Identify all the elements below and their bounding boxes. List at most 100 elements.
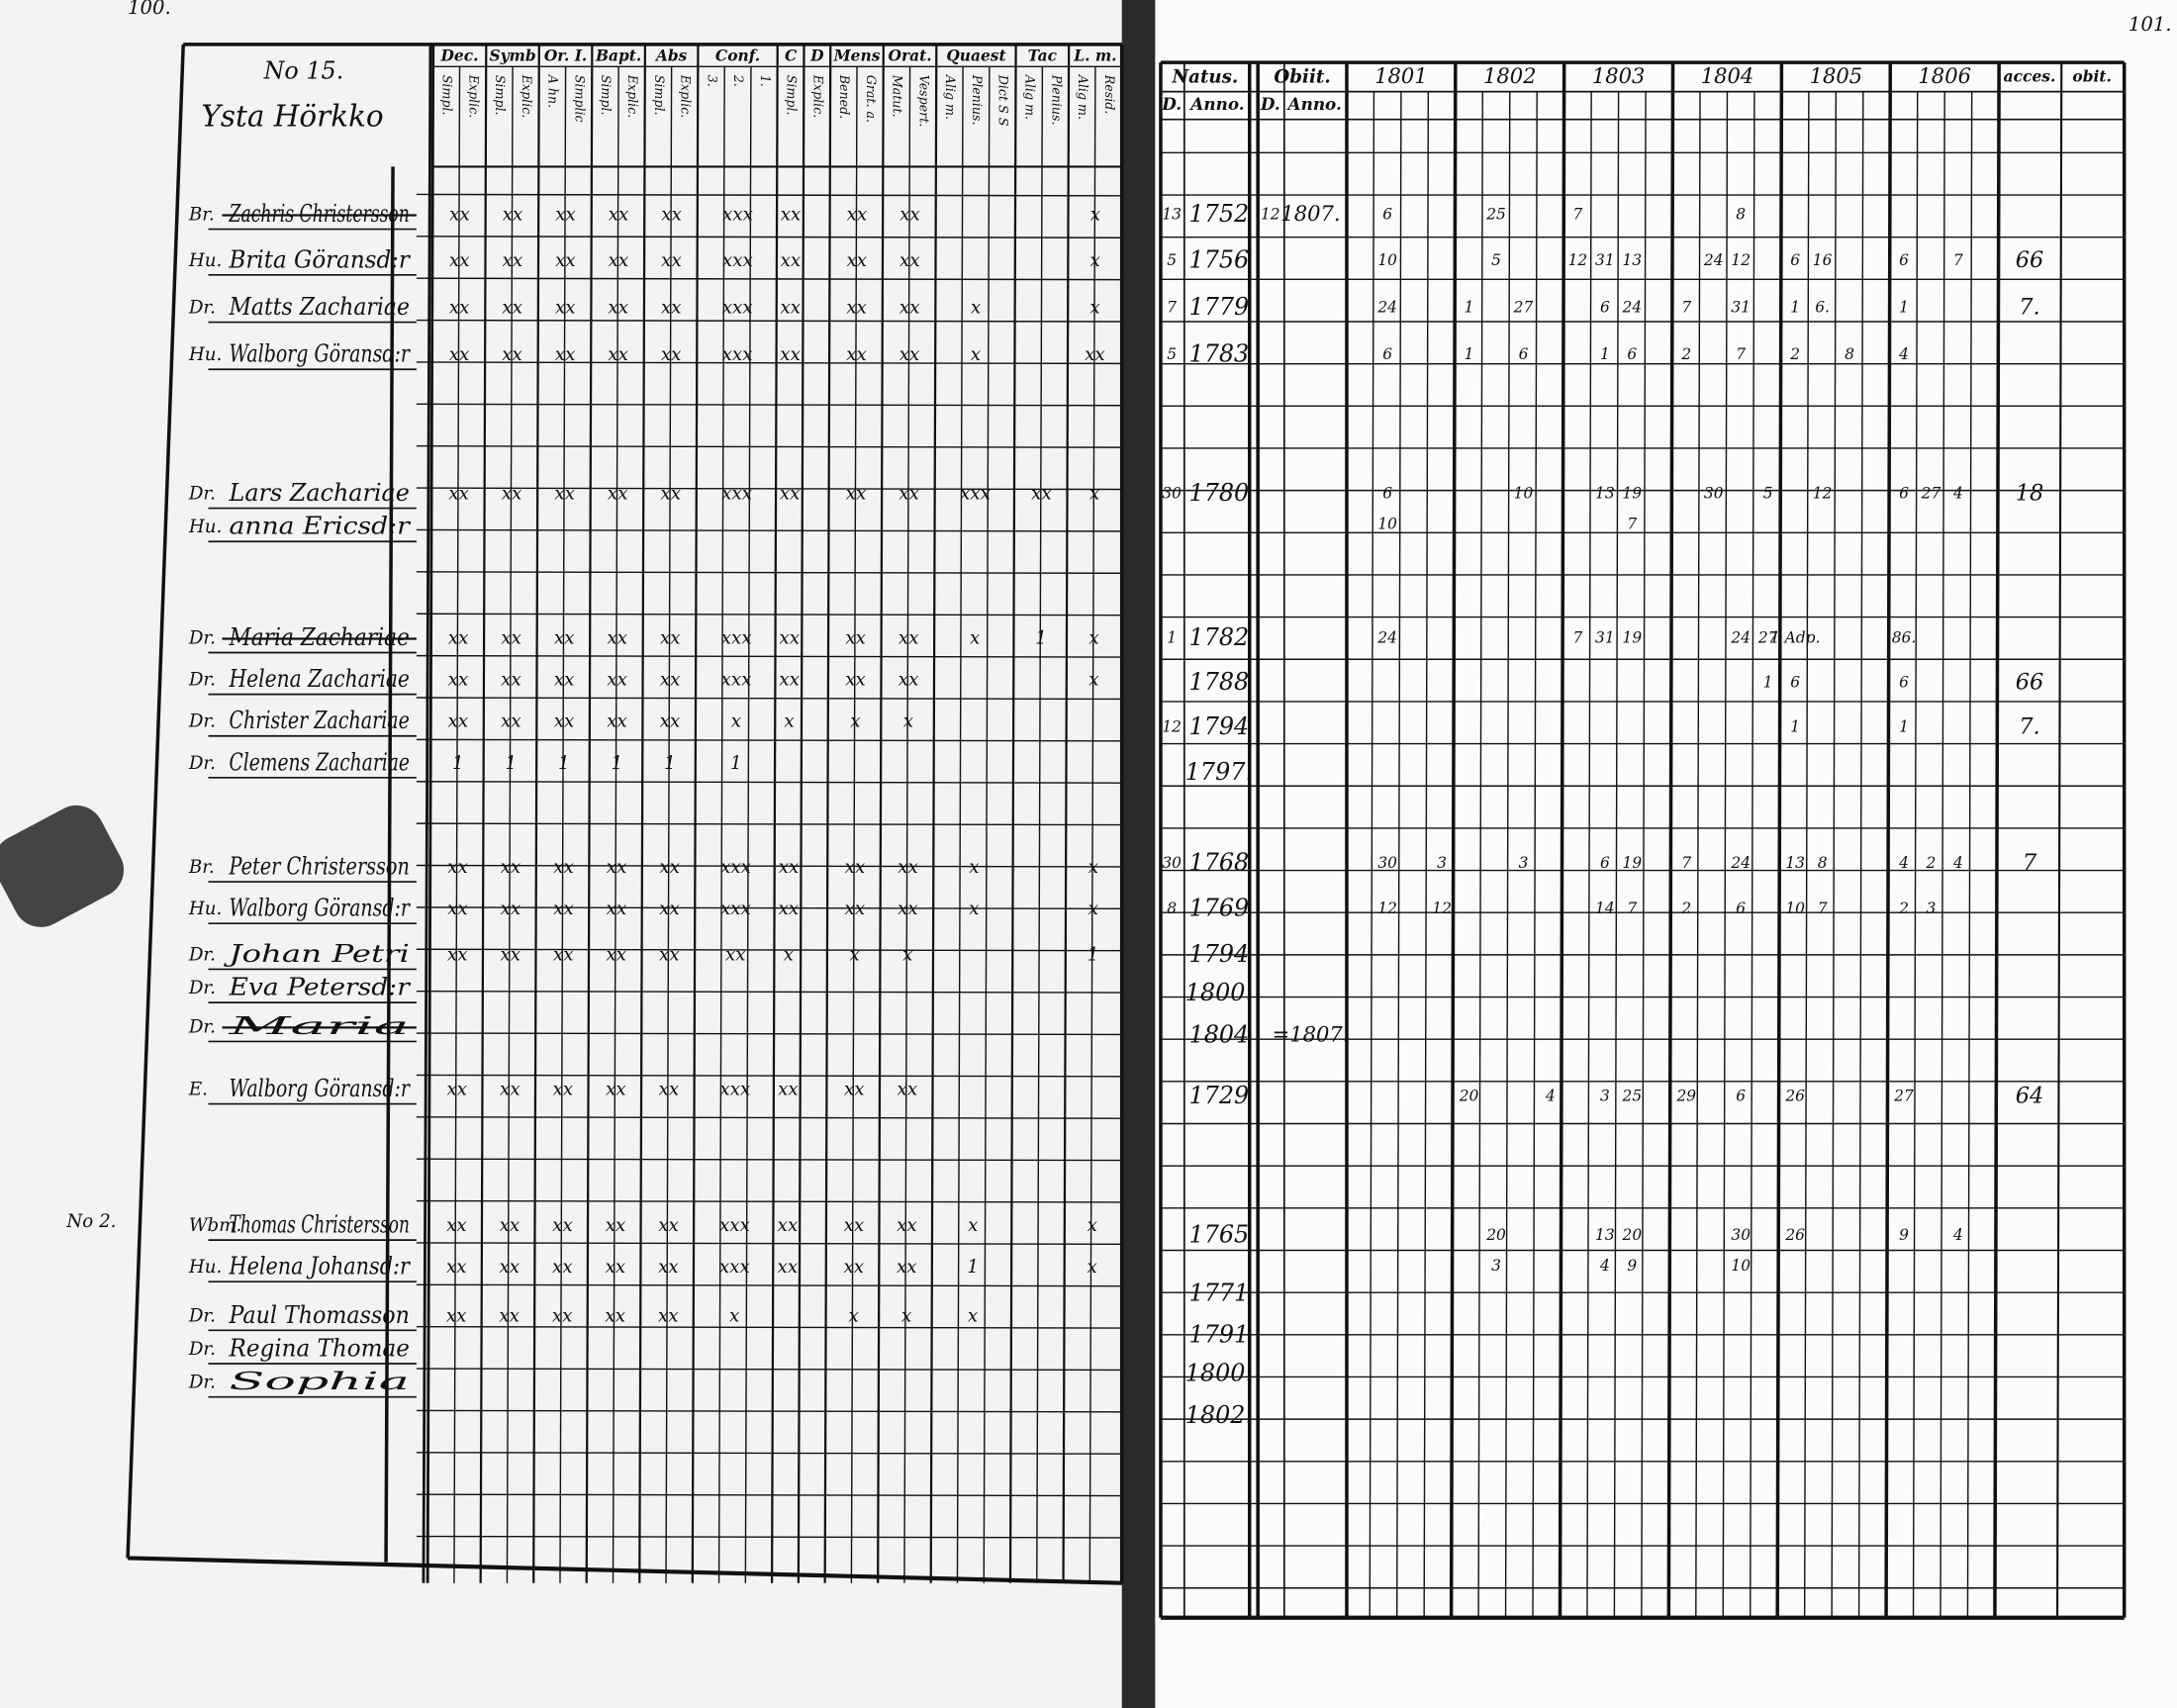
catechism-mark: xx <box>447 944 468 965</box>
column-group-header: Conf. <box>715 47 760 65</box>
catechism-mark: x <box>901 1305 912 1326</box>
catechism-mark: xx <box>553 1080 574 1100</box>
person-title: Wbm. <box>189 1215 242 1236</box>
rule <box>426 44 435 1583</box>
catechism-mark: xx <box>661 344 682 365</box>
exam-entry: 7. <box>2019 295 2039 321</box>
exam-entry: 19 <box>1623 854 1643 872</box>
column-group-header: Dec. <box>440 47 479 65</box>
column-group-header: Quaest <box>946 47 1005 65</box>
exam-entry: 1 <box>1465 345 1474 363</box>
page-number: 101. <box>2129 13 2172 36</box>
rule <box>453 66 461 1583</box>
catechism-mark: xx <box>844 1080 865 1100</box>
catechism-mark: xx <box>725 944 746 965</box>
catechism-mark: xx <box>778 1257 799 1278</box>
year-header: 1806 <box>1918 63 1971 88</box>
household-number: No 15. <box>263 56 344 84</box>
catechism-mark: xx <box>779 899 800 919</box>
column-header: Alig m. <box>943 74 958 120</box>
exam-entry: 27 <box>1921 485 1941 503</box>
death-year: =1807. <box>1273 1021 1350 1046</box>
column-header: 2. <box>731 74 746 87</box>
rule <box>416 571 1122 574</box>
exam-entry: 31 <box>1595 251 1615 269</box>
year-header: 1804 <box>1701 63 1754 88</box>
rule <box>479 44 488 1583</box>
catechism-mark: xx <box>661 298 682 319</box>
column-header: Explic. <box>625 74 640 119</box>
catechism-mark: xx <box>553 899 574 919</box>
catechism-mark: xx <box>555 344 576 365</box>
person-name: Paul Thomasson <box>229 1301 410 1329</box>
exam-entry: 24 <box>1730 854 1751 872</box>
birth-day: 13 <box>1162 206 1182 224</box>
catechism-mark: xx <box>899 484 919 505</box>
catechism-mark: xx <box>1031 484 1052 505</box>
column-group-header: C <box>785 47 798 65</box>
rule <box>416 697 1122 701</box>
exam-entry: 3 <box>1491 1257 1501 1275</box>
catechism-mark: xx <box>607 857 627 878</box>
catechism-mark: xx <box>608 484 628 505</box>
catechism-mark: xx <box>448 484 469 505</box>
exam-entry: 7 <box>1736 345 1746 363</box>
person-title: Dr. <box>188 978 216 998</box>
catechism-mark: xx <box>499 1305 520 1326</box>
person-title: Dr. <box>188 1305 216 1326</box>
exam-entry: 30 <box>1731 1226 1751 1244</box>
rule <box>1062 44 1071 1583</box>
catechism-mark: xxx <box>719 1257 751 1278</box>
gutter <box>1121 0 1156 1708</box>
catechism-mark: xx <box>501 627 521 648</box>
rule <box>416 822 1122 826</box>
catechism-mark: xx <box>554 627 575 648</box>
exam-entry: 4 <box>1952 485 1963 503</box>
column-header: Alig m. <box>1076 74 1090 120</box>
catechism-mark: x <box>970 627 981 648</box>
catechism-mark: xx <box>608 344 628 365</box>
catechism-mark: xx <box>446 1215 467 1236</box>
exam-entry: 6 <box>1627 345 1637 363</box>
catechism-mark: x <box>1090 205 1101 226</box>
catechism-mark: xx <box>448 670 469 691</box>
exam-entry: 3 <box>1927 900 1937 917</box>
rule <box>1008 44 1017 1583</box>
person-title: Hu. <box>188 517 222 537</box>
birth-year: 1783 <box>1189 340 1250 368</box>
catechism-mark: xx <box>845 627 866 648</box>
obiit-header: Obiit. <box>1274 67 1330 88</box>
person-name: Zachris Christersson <box>229 200 410 228</box>
exam-entry: 7 <box>1681 854 1691 872</box>
column-group-header: Mens <box>833 47 881 65</box>
exam-entry: 5 <box>1763 485 1773 503</box>
catechism-mark: xx <box>846 298 867 319</box>
catechism-mark: xx <box>845 857 866 878</box>
exam-entry: 6 <box>1899 251 1909 269</box>
rule <box>416 1032 1122 1036</box>
exam-entry: 12 <box>1568 251 1588 269</box>
rule <box>1857 91 1864 1618</box>
person-title: Dr. <box>188 944 216 965</box>
catechism-mark: xx <box>659 857 680 878</box>
rule <box>126 44 185 1559</box>
rule <box>956 66 964 1583</box>
catechism-mark: x <box>969 857 980 878</box>
exam-entry: 6 <box>1519 345 1529 363</box>
person-name: Maria Zachariae <box>229 623 410 651</box>
rule <box>1088 66 1096 1583</box>
exam-entry: 10 <box>1377 515 1397 532</box>
catechism-mark: xx <box>449 344 470 365</box>
catechism-mark: xx <box>846 344 867 365</box>
catechism-mark: xx <box>780 298 801 319</box>
exam-entry: 1 <box>1763 673 1773 691</box>
catechism-mark: xx <box>779 857 800 878</box>
person-name: Peter Christersson <box>229 853 410 881</box>
exam-entry: 19 <box>1623 628 1643 646</box>
exam-entry: 14 <box>1595 900 1615 917</box>
catechism-mark: xx <box>555 250 576 271</box>
column-header: Explic. <box>520 74 534 119</box>
catechism-mark: xx <box>779 627 800 648</box>
column-header: Simplic <box>572 75 587 123</box>
catechism-mark: xx <box>552 1257 573 1278</box>
